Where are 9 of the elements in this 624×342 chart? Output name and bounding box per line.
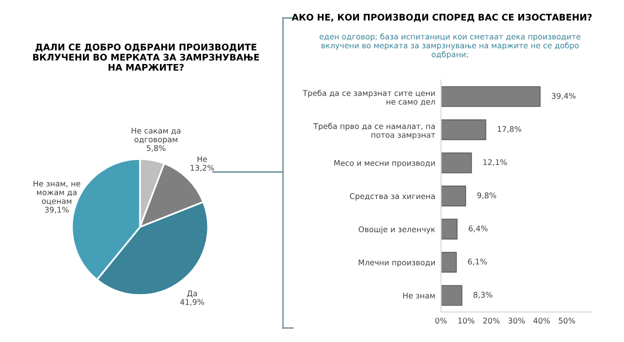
bar [441,186,466,206]
bar [441,152,472,174]
bar [441,218,458,240]
chart-title: ДАЛИ СЕ ДОБРО ОДБРАНИ ПРОИЗВОДИТЕ ВКЛУЧЕНИ ВО МЕРКАТА ЗА ЗАМРЗНУВАЊЕ НА МАРЖИТЕ? [33,44,259,71]
bar [441,285,462,306]
bar [441,252,457,273]
chart-title: АКО НЕ, КОИ ПРОИЗВОДИ СПОРЕД ВАС СЕ ИЗОСТАВЕНИ? [292,14,592,22]
bar [441,119,486,140]
bar [441,86,541,107]
